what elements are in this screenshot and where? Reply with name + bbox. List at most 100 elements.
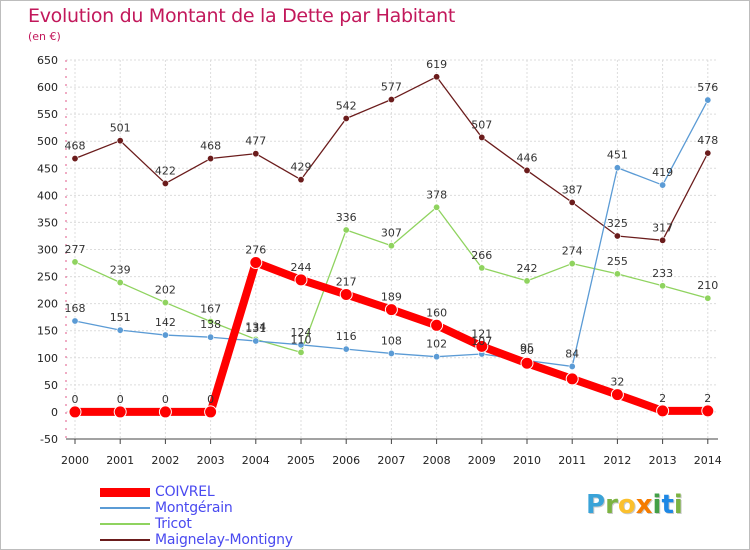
x-tick-label: 2013: [649, 454, 677, 467]
logo-letter: t: [661, 490, 674, 520]
data-label: 255: [607, 255, 628, 268]
data-point: [656, 404, 670, 418]
data-point: [565, 372, 579, 386]
data-label: 90: [520, 344, 534, 357]
y-tick-label: 350: [37, 216, 58, 229]
data-label: 325: [607, 217, 628, 230]
data-label: 378: [426, 188, 447, 201]
data-label: 124: [291, 326, 312, 339]
data-point: [297, 348, 305, 356]
data-point: [568, 260, 576, 268]
data-label: 168: [65, 302, 86, 315]
data-point: [68, 405, 82, 419]
data-point: [384, 303, 398, 317]
data-point: [478, 133, 486, 141]
x-tick-label: 2000: [61, 454, 89, 467]
logo-letter: o: [617, 490, 636, 520]
data-point: [478, 264, 486, 272]
data-label: 107: [471, 335, 492, 348]
data-point: [704, 96, 712, 104]
data-point: [294, 273, 308, 287]
data-label: 0: [207, 393, 214, 406]
data-label: 478: [697, 134, 718, 147]
x-tick-label: 2010: [513, 454, 541, 467]
data-point: [342, 226, 350, 234]
data-label: 116: [336, 330, 357, 343]
x-tick-label: 2001: [106, 454, 134, 467]
data-label: 244: [291, 261, 312, 274]
data-label: 2: [704, 392, 711, 405]
data-point: [659, 282, 667, 290]
y-tick-label: 300: [37, 244, 58, 257]
data-point: [610, 388, 624, 402]
data-point: [71, 258, 79, 266]
data-label: 276: [245, 243, 266, 256]
data-label: 110: [291, 333, 312, 346]
data-label: 121: [471, 327, 492, 340]
data-point: [430, 318, 444, 332]
data-point: [701, 404, 715, 418]
data-label: 307: [381, 227, 402, 240]
x-tick-label: 2012: [603, 454, 631, 467]
data-point: [342, 114, 350, 122]
data-label: 167: [200, 303, 221, 316]
logo-letter: r: [605, 490, 618, 520]
y-tick-label: 600: [37, 81, 58, 94]
data-point: [161, 299, 169, 307]
data-label: 336: [336, 211, 357, 224]
data-point: [659, 181, 667, 189]
data-label: 160: [426, 306, 447, 319]
data-point: [249, 255, 263, 269]
data-point: [659, 236, 667, 244]
x-tick-label: 2002: [151, 454, 179, 467]
data-point: [433, 353, 441, 361]
y-tick-label: 400: [37, 189, 58, 202]
data-point: [252, 150, 260, 158]
data-point: [475, 339, 489, 353]
data-label: 189: [381, 291, 402, 304]
data-point: [523, 166, 531, 174]
data-label: 501: [110, 122, 131, 135]
data-point: [116, 279, 124, 287]
data-label: 446: [517, 151, 538, 164]
data-label: 619: [426, 58, 447, 71]
data-point: [116, 326, 124, 334]
chart-title: Evolution du Montant de la Dette par Hab…: [28, 5, 456, 27]
data-point: [207, 318, 215, 326]
data-point: [387, 96, 395, 104]
data-point: [116, 137, 124, 145]
legend-label: Maignelay-Montigny: [155, 532, 293, 548]
legend-item: Tricot: [100, 516, 293, 532]
data-label: 277: [65, 243, 86, 256]
data-label: 242: [517, 262, 538, 275]
data-point: [297, 176, 305, 184]
data-point: [613, 270, 621, 278]
data-point: [387, 242, 395, 250]
data-label: 134: [245, 320, 266, 333]
data-point: [568, 198, 576, 206]
x-tick-label: 2007: [377, 454, 405, 467]
data-label: 576: [697, 81, 718, 94]
data-point: [252, 337, 260, 345]
data-label: 477: [245, 135, 266, 148]
data-label: 422: [155, 164, 176, 177]
data-label: 202: [155, 284, 176, 297]
data-point: [520, 356, 534, 370]
data-label: 451: [607, 149, 628, 162]
data-label: 387: [562, 183, 583, 196]
data-point: [704, 294, 712, 302]
y-tick-label: 650: [37, 54, 58, 67]
y-tick-label: 500: [37, 135, 58, 148]
x-tick-label: 2004: [242, 454, 270, 467]
data-label: 429: [291, 161, 312, 174]
y-tick-label: 450: [37, 162, 58, 175]
data-point: [71, 155, 79, 163]
logo-letter: i: [652, 490, 662, 520]
data-point: [207, 155, 215, 163]
y-tick-label: 150: [37, 325, 58, 338]
proxiti-logo: Proxiti: [586, 490, 683, 520]
data-label: 317: [652, 221, 673, 234]
data-point: [339, 287, 353, 301]
x-tick-label: 2008: [423, 454, 451, 467]
